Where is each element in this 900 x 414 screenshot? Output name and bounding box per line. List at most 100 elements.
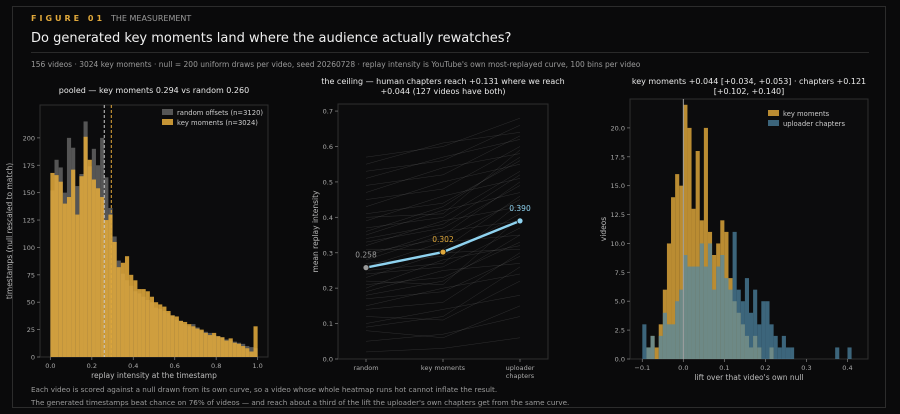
y-tick-label: 0.5 (323, 178, 333, 186)
histogram-bar (699, 243, 704, 359)
x-tick-label: uploader (506, 364, 535, 372)
histogram-bar (95, 188, 101, 357)
y-tick-label: 0.7 (323, 108, 333, 116)
y-tick-label: 175 (23, 162, 35, 170)
histogram-bar (249, 351, 254, 357)
per-video-line (365, 217, 521, 285)
histogram-bar (253, 326, 258, 357)
chart-title: +0.044 (127 videos have both) (380, 87, 505, 96)
per-video-line (365, 245, 521, 289)
y-tick-label: 5.0 (615, 298, 625, 306)
histogram-bar (166, 310, 171, 357)
histogram-bar (220, 337, 225, 357)
x-tick-label: 0.6 (170, 362, 180, 370)
histogram-bar (703, 127, 708, 359)
x-tick-label: 0.0 (45, 362, 55, 370)
histogram-bar (108, 214, 113, 357)
y-tick-label: 150 (23, 189, 35, 197)
histogram-bar (145, 291, 150, 357)
histogram-bar (769, 324, 774, 359)
histogram-bar (149, 296, 154, 357)
histogram-bar (740, 301, 745, 359)
legend-swatch (768, 110, 779, 116)
per-video-line (365, 273, 521, 307)
histogram-bar (191, 326, 196, 357)
value-label: 0.258 (355, 251, 377, 260)
y-tick-label: 0.3 (323, 249, 333, 257)
histogram-bar (671, 324, 676, 359)
x-tick-label: 0.3 (801, 364, 811, 372)
per-video-line (365, 160, 521, 215)
header-divider (31, 52, 869, 53)
histogram-bar (720, 255, 725, 359)
per-video-line (365, 295, 521, 324)
histogram-bar (671, 197, 676, 359)
histogram-bar (716, 266, 721, 359)
y-tick-label: 0.0 (323, 356, 333, 364)
histogram-bar (71, 169, 76, 357)
y-tick-label: 0.0 (615, 356, 625, 364)
meta-line: 156 videos · 3024 key moments · null = 2… (31, 60, 641, 69)
x-tick-label: 0.4 (842, 364, 852, 372)
histogram-bar (195, 328, 200, 357)
histogram-bar (58, 181, 63, 357)
per-video-line (365, 181, 521, 261)
legend-swatch (768, 120, 779, 126)
histogram-bar (133, 280, 138, 357)
histogram-bar (207, 335, 213, 357)
chart-title: pooled — key moments 0.294 vs random 0.2… (59, 86, 249, 95)
histogram-bar (154, 302, 159, 357)
histogram-bar (642, 324, 647, 359)
y-axis-label: timestamps (null rescaled to match) (5, 163, 14, 299)
histogram-bar (120, 262, 125, 357)
legend-swatch (162, 109, 173, 115)
chart-title: the ceiling — human chapters reach +0.13… (321, 77, 564, 86)
histogram-bar (87, 159, 92, 357)
per-video-line (365, 206, 521, 246)
histogram-bar (62, 203, 67, 357)
histogram-bar (712, 289, 717, 359)
histogram-bar (158, 304, 163, 357)
per-video-line (365, 171, 521, 229)
histogram-bar (662, 312, 667, 359)
y-tick-label: 100 (23, 244, 35, 252)
histogram-bar (183, 321, 188, 357)
per-video-line (365, 117, 521, 158)
chart-pooled-histogram: pooled — key moments 0.294 vs random 0.2… (5, 86, 269, 380)
x-axis-label: lift over that video's own null (694, 373, 803, 382)
histogram-bar (703, 266, 708, 359)
per-video-line (365, 153, 521, 193)
histogram-bar (187, 324, 192, 357)
histogram-bar (104, 220, 109, 357)
histogram-bar (212, 332, 217, 357)
per-video-line (365, 234, 521, 296)
figure-tag: FIGURE 01 (31, 14, 106, 23)
histogram-bar (129, 274, 134, 357)
histogram-bar (675, 301, 680, 359)
histogram-bar (199, 329, 204, 357)
histogram-bar (666, 324, 672, 359)
histogram-bar (75, 214, 80, 357)
x-tick-label: 0.1 (719, 364, 729, 372)
footer-line-2: The generated timestamps beat chance on … (31, 398, 570, 407)
y-tick-label: 75 (27, 271, 35, 279)
histogram-bar (732, 231, 737, 359)
per-video-line (365, 213, 521, 264)
plot-area (337, 103, 549, 360)
histogram-bar (91, 179, 96, 357)
histogram-bar (773, 335, 778, 359)
y-tick-label: 125 (23, 217, 35, 225)
per-video-line (365, 252, 521, 310)
per-video-line (365, 192, 521, 236)
y-tick-label: 20.0 (611, 124, 625, 132)
histogram-bar (228, 338, 233, 357)
y-tick-label: 0.2 (323, 285, 333, 293)
histogram-bar (691, 266, 696, 359)
histogram-bar (112, 241, 117, 357)
per-video-line (365, 139, 521, 179)
histogram-bar (178, 320, 184, 357)
legend-label: key moments (n=3024) (177, 119, 258, 127)
histogram-bar (753, 289, 758, 359)
histogram-bar (79, 176, 84, 357)
chart-title: key moments +0.044 [+0.034, +0.053] · ch… (632, 77, 866, 86)
